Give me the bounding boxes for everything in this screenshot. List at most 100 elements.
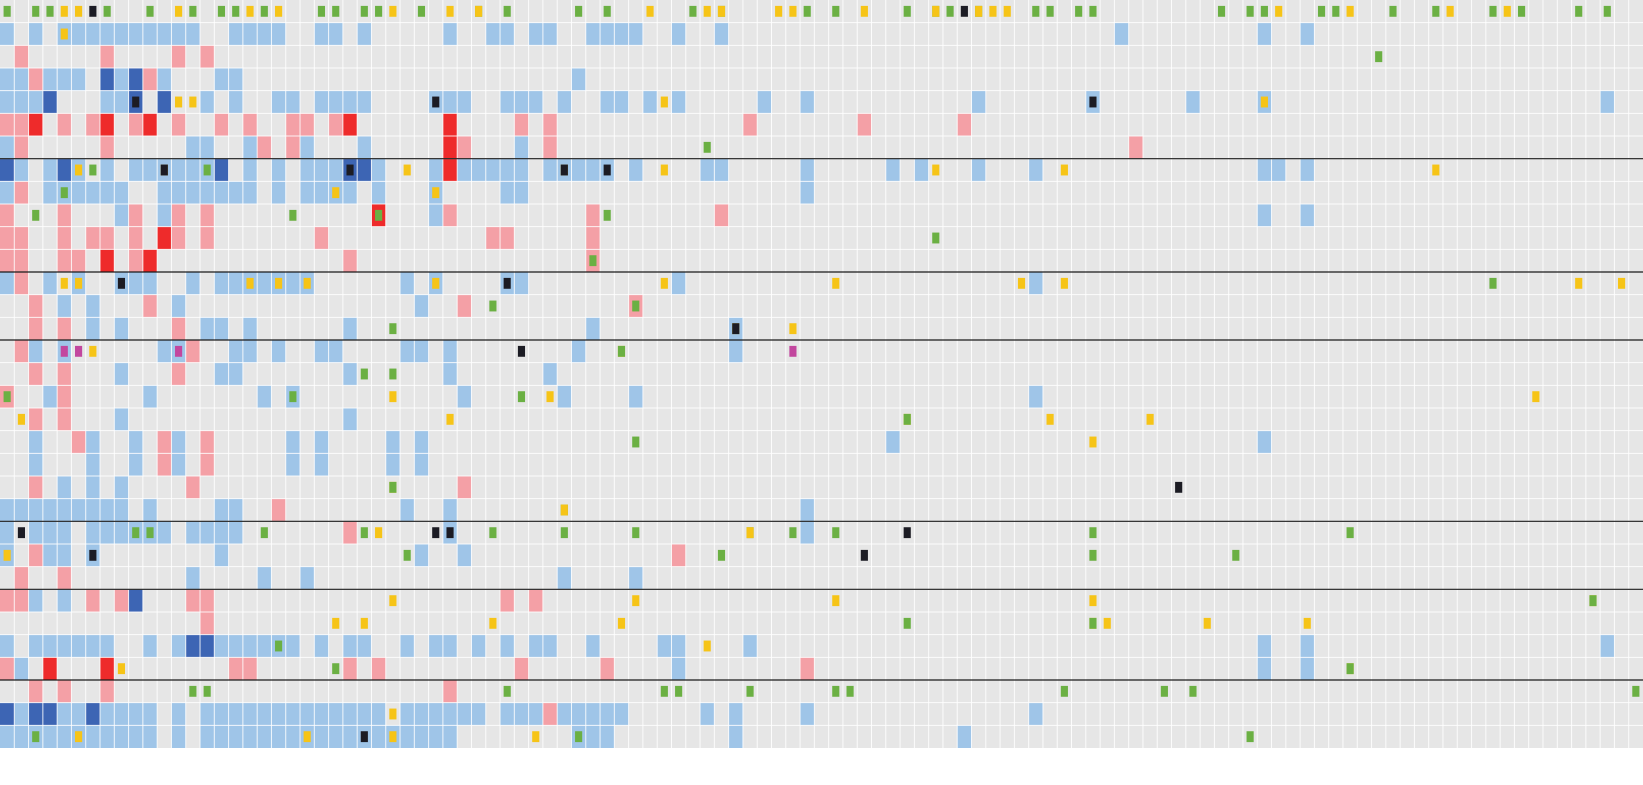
heatmap-cell [0,22,15,46]
heatmap-cell [0,521,15,544]
heatmap-cell [257,702,272,726]
heatmap-cell [500,90,515,114]
heatmap-cell [85,226,101,250]
heatmap-cell [242,136,258,159]
heatmap-cell [1257,430,1272,454]
heatmap-cell [257,566,272,590]
heatmap-cell [228,521,243,544]
heatmap-cell [14,136,29,159]
heatmap-cell [85,317,101,340]
heatmap-cell [0,158,15,182]
heatmap-cell [42,385,58,408]
heatmap-cell [257,634,272,658]
heatmap-marker [1003,5,1011,17]
heatmap-marker [546,391,554,403]
heatmap-cell [600,90,615,114]
heatmap-cell [1128,136,1143,159]
heatmap-cell [500,181,515,204]
heatmap-cell [671,657,686,680]
heatmap-cell [528,90,543,114]
heatmap-cell [571,158,586,182]
heatmap-marker [617,345,626,357]
heatmap-cell [142,725,158,748]
heatmap-cell [114,22,129,46]
heatmap-cell [600,657,615,680]
heatmap-cell [242,113,258,136]
heatmap-cell [157,226,172,250]
heatmap-cell [428,634,443,658]
heatmap-cell [228,90,243,114]
heatmap-cell [0,204,15,227]
heatmap-cell [100,657,115,680]
heatmap-cell [171,430,186,454]
heatmap-cell [371,725,386,748]
heatmap-cell [100,680,115,703]
heatmap-cell [500,702,515,726]
heatmap-cell [228,725,243,748]
heatmap-cell [1114,22,1129,46]
heatmap-cell [242,657,258,680]
heatmap-marker [532,731,540,743]
heatmap-cell [357,702,372,726]
heatmap-cell [228,702,243,726]
heatmap-cell [42,657,58,680]
heatmap-empty-area [0,0,1643,748]
heatmap-cell [514,113,529,136]
heatmap-marker [1046,5,1054,17]
heatmap-cell [800,498,815,522]
heatmap-cell [400,702,415,726]
heatmap-cell [0,725,15,748]
heatmap-cell [728,340,743,363]
heatmap-cell [28,453,43,476]
heatmap-cell [185,22,201,46]
heatmap-cell [557,90,572,114]
heatmap-marker [960,5,968,17]
heatmap-cell [285,702,301,726]
heatmap-cell [242,634,258,658]
heatmap-cell [300,136,315,159]
heatmap-cell [200,589,215,612]
heatmap-cell [57,589,72,612]
heatmap-marker [1589,595,1597,607]
heatmap-cell [385,453,401,476]
heatmap-marker [1432,5,1440,17]
heatmap-cell [542,362,558,386]
heatmap-cell [0,702,15,726]
heatmap-marker [360,527,368,539]
heatmap-cell [442,725,458,748]
heatmap-cell [128,272,143,295]
heatmap-cell [528,589,543,612]
heatmap-marker [389,595,397,607]
heatmap-cell [214,181,229,204]
heatmap-marker [60,345,68,357]
heatmap-cell [28,113,43,136]
heatmap-marker [1575,277,1583,289]
heatmap-cell [228,498,243,522]
heatmap-cell [442,113,458,136]
heatmap-cell [442,680,458,703]
heatmap-marker [432,527,440,539]
heatmap-marker [1075,5,1083,17]
heatmap-marker [117,277,126,289]
heatmap-cell [171,317,186,340]
heatmap-cell [728,725,743,748]
heatmap-marker [389,391,397,403]
heatmap-marker [1489,277,1497,289]
heatmap-cell [14,589,29,612]
heatmap-cell [114,181,129,204]
heatmap-cell [300,702,315,726]
heatmap-cell [242,340,258,363]
heatmap-marker [560,527,568,539]
heatmap-marker [660,685,668,697]
heatmap-cell [400,498,415,522]
heatmap-marker [3,549,11,561]
heatmap-marker [289,391,297,403]
heatmap-cell [100,725,115,748]
heatmap-marker [32,731,40,743]
heatmap-marker [75,164,83,176]
heatmap-cell [457,702,472,726]
heatmap-marker [360,5,368,17]
heatmap-cell [71,498,86,522]
heatmap-cell [28,634,43,658]
